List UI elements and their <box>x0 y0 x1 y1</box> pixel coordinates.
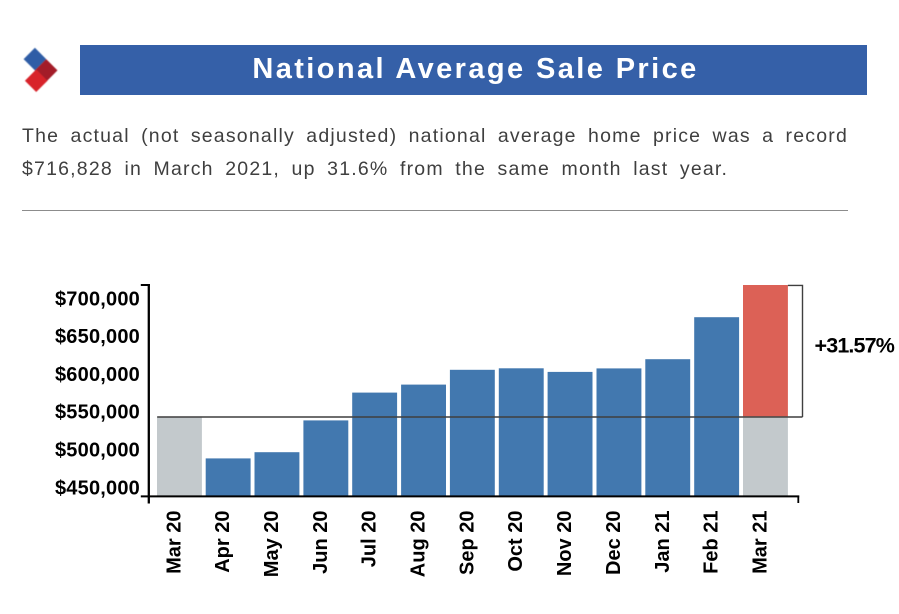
svg-text:Mar 21: Mar 21 <box>750 511 772 574</box>
svg-text:Sep 20: Sep 20 <box>456 511 478 575</box>
svg-text:$500,000: $500,000 <box>55 440 140 462</box>
svg-text:Dec 20: Dec 20 <box>603 511 625 576</box>
svg-text:$650,000: $650,000 <box>55 326 140 348</box>
svg-text:$450,000: $450,000 <box>55 477 140 499</box>
svg-text:$700,000: $700,000 <box>55 288 140 310</box>
svg-text:May 20: May 20 <box>261 511 283 578</box>
svg-text:Aug 20: Aug 20 <box>408 511 430 578</box>
svg-text:$550,000: $550,000 <box>55 402 140 424</box>
svg-text:Jun 20: Jun 20 <box>310 511 332 574</box>
svg-text:Jul 20: Jul 20 <box>359 511 381 568</box>
svg-text:Feb 21: Feb 21 <box>701 511 723 574</box>
svg-text:Jan 21: Jan 21 <box>652 511 674 573</box>
svg-text:Oct 20: Oct 20 <box>505 511 527 572</box>
svg-text:$600,000: $600,000 <box>55 364 140 386</box>
svg-text:+31.57%: +31.57% <box>815 334 895 358</box>
svg-text:Nov 20: Nov 20 <box>554 511 576 577</box>
svg-text:Apr 20: Apr 20 <box>212 511 234 573</box>
svg-text:Mar 20: Mar 20 <box>163 511 185 574</box>
